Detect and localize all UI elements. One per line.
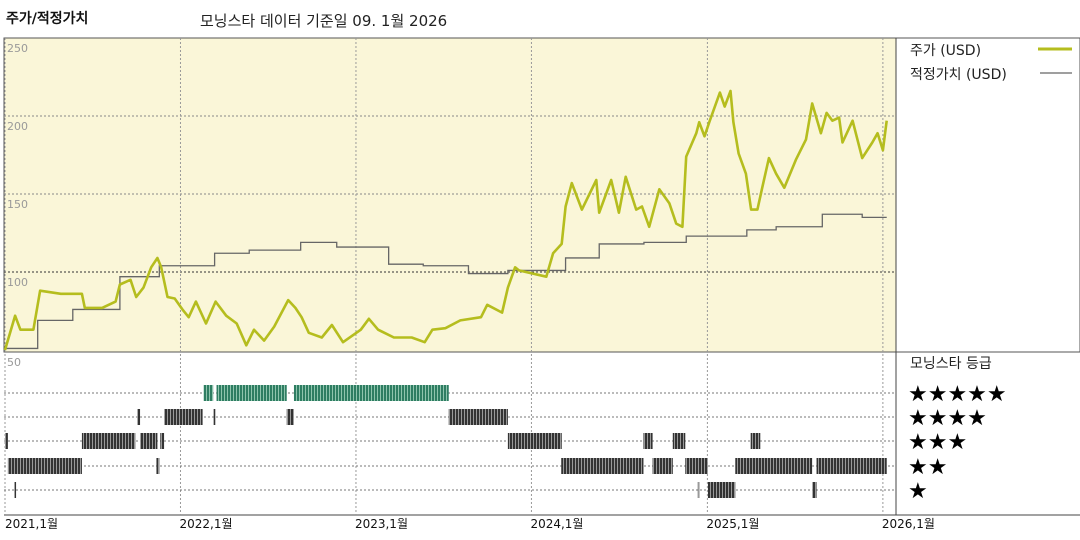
x-tick-label: 2022,1월 <box>179 517 232 531</box>
y-tick-label: 200 <box>7 120 28 133</box>
rating-2-star-label: ★★ <box>908 455 947 480</box>
legend-price-label: 주가 (USD) <box>910 43 981 59</box>
legend-fair-value-label: 적정가치 (USD) <box>910 67 1007 83</box>
x-tick-label: 2021,1월 <box>5 517 58 531</box>
rating-4-star-bar <box>213 409 216 425</box>
x-tick-label: 2024,1월 <box>530 517 583 531</box>
rating-5-star-bar <box>203 385 214 401</box>
rating-4-star-bar <box>286 409 294 425</box>
rating-5-star-bar <box>293 385 449 401</box>
y-tick-label: 50 <box>7 356 21 369</box>
x-tick-label: 2025,1월 <box>706 517 759 531</box>
rating-1-star-bar <box>697 482 700 498</box>
rating-3-star-bar <box>160 433 165 449</box>
rating-3-star-bar <box>81 433 136 449</box>
plot-background <box>4 38 896 352</box>
rating-3-star-bar <box>750 433 761 449</box>
x-tick-label: 2026,1월 <box>882 517 935 531</box>
rating-3-star-bar <box>672 433 686 449</box>
rating-5-star-bar <box>216 385 287 401</box>
rating-3-star-bar <box>140 433 158 449</box>
rating-2-star-bar <box>156 458 160 474</box>
rating-1-star-label: ★ <box>908 479 928 504</box>
y-tick-label: 250 <box>7 42 28 55</box>
rating-4-star-label: ★★★★ <box>908 406 987 431</box>
rating-5-star-label: ★★★★★ <box>908 382 1007 407</box>
rating-2-star-bar <box>652 458 673 474</box>
x-tick-label: 2023,1월 <box>355 517 408 531</box>
y-tick-label: 150 <box>7 198 28 211</box>
rating-2-star-bar <box>816 458 887 474</box>
rating-3-star-label: ★★★ <box>908 430 967 455</box>
rating-1-star-bar <box>812 482 817 498</box>
rating-2-star-bar <box>561 458 644 474</box>
y-tick-label: 100 <box>7 276 28 289</box>
rating-4-star-bar <box>137 409 141 425</box>
rating-2-star-bar <box>685 458 708 474</box>
rating-2-star-bar <box>735 458 813 474</box>
rating-3-star-bar <box>507 433 562 449</box>
rating-1-star-bar <box>707 482 736 498</box>
fair-value-line <box>5 213 887 350</box>
top-panel-frame <box>3 37 1080 353</box>
rating-4-star-bar <box>164 409 203 425</box>
legend-rating-title: 모닝스타 등급 <box>910 356 992 372</box>
rating-4-star-bar <box>448 409 508 425</box>
rating-2-star-bar <box>7 458 82 474</box>
rating-1-star-bar <box>14 482 17 498</box>
rating-3-star-bar <box>5 433 8 449</box>
data-date-subtitle: 모닝스타 데이터 기준일 09. 1월 2026 <box>200 12 448 30</box>
chart-title: 주가/적정가치 <box>6 11 89 27</box>
rating-3-star-bar <box>643 433 653 449</box>
